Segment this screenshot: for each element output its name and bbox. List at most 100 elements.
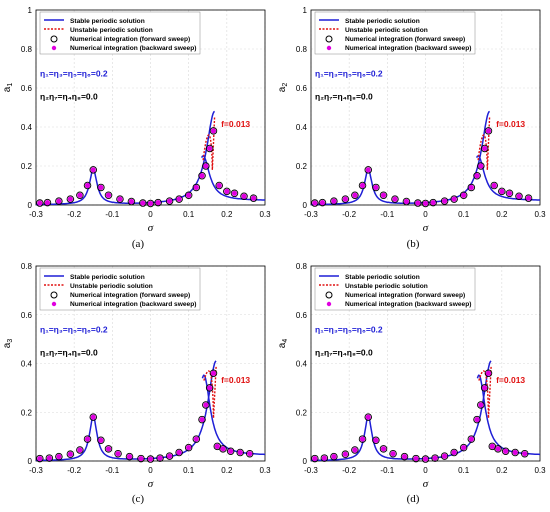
backward-sweep-point (474, 173, 480, 179)
legend-entry: Numerical integration (forward sweep) (70, 36, 190, 43)
forward-sweep-point (192, 183, 201, 192)
forward-sweep-point (146, 455, 155, 463)
backward-sweep-point (176, 196, 182, 202)
forward-sweep-point (97, 183, 105, 192)
x-tick-label: 0.1 (458, 466, 470, 475)
backward-sweep-point (220, 446, 226, 452)
y-tick-label: 0.4 (21, 360, 33, 369)
x-tick-label: -0.2 (67, 466, 81, 475)
backward-sweep-point (373, 437, 379, 443)
x-tick-label: -0.2 (67, 210, 81, 219)
backward-sweep-point (37, 200, 43, 206)
forward-sweep-point (83, 435, 92, 443)
force-annotation: f=0.013 (221, 375, 250, 385)
y-tick-label: 0 (303, 457, 308, 466)
x-axis-label: σ (148, 222, 154, 234)
forward-sweep-point (473, 171, 481, 180)
forward-sweep-point (198, 171, 206, 180)
backward-sweep-point (482, 385, 488, 391)
x-tick-label: 0.1 (183, 466, 195, 475)
legend-forward-swatch (50, 291, 58, 299)
legend-entry: Numerical integration (backward sweep) (345, 45, 471, 52)
backward-sweep-point (331, 454, 337, 460)
forward-sweep-point (139, 199, 147, 207)
forward-sweep-point (429, 198, 437, 207)
unstable-curve (477, 116, 491, 170)
legend-entry: Numerical integration (forward sweep) (345, 292, 465, 299)
forward-sweep-point (116, 195, 124, 203)
y-tick-label: 0 (28, 201, 33, 210)
legend-forward-swatch (325, 35, 333, 43)
legend-backward-swatch (51, 45, 57, 51)
forward-sweep-point (467, 435, 476, 443)
eta-blue-annotation: η₁=η₃=η₅=η₆=0.2 (315, 68, 383, 78)
y-axis-label: a2 (277, 83, 289, 93)
forward-sweep-point (83, 181, 92, 190)
backward-sweep-point (44, 200, 51, 206)
backward-sweep-point (516, 193, 522, 199)
legend-backward-swatch (326, 45, 332, 51)
backward-sweep-point (98, 184, 104, 191)
backward-sweep-point (359, 182, 366, 189)
y-tick-label: 0 (303, 201, 308, 210)
forward-sweep-point (209, 127, 218, 135)
y-tick-label: 0.2 (296, 408, 308, 417)
x-tick-label: 0 (423, 210, 428, 219)
backward-sweep-point (203, 163, 209, 169)
x-tick-label: -0.2 (342, 466, 356, 475)
forward-sweep-point (505, 189, 514, 198)
eta-black-annotation: η₂η₇=η₄η₈=0.0 (315, 92, 373, 102)
backward-sweep-point (203, 402, 209, 408)
legend-forward-swatch (50, 35, 58, 43)
forward-sweep-point (364, 413, 372, 421)
forward-sweep-point (226, 447, 235, 455)
backward-sweep-point (155, 200, 161, 206)
backward-sweep-point (525, 195, 532, 201)
backward-sweep-point (77, 447, 83, 453)
y-tick-label: 0.4 (296, 123, 308, 132)
eta-blue-annotation: η₁=η₃=η₅=η₆=0.2 (40, 324, 108, 334)
legend-entry: Stable periodic solution (70, 274, 145, 281)
legend-entry: Stable periodic solution (70, 18, 145, 25)
forward-sweep-point (459, 191, 468, 199)
backward-sweep-point (342, 196, 348, 202)
y-tick-label: 0.4 (296, 360, 308, 369)
backward-sweep-point (166, 453, 173, 459)
forward-sweep-point (205, 384, 214, 392)
forward-sweep-point (97, 436, 105, 445)
forward-sweep-point (156, 454, 164, 462)
y-tick-label: 0 (28, 457, 33, 466)
backward-sweep-point (359, 436, 366, 442)
backward-sweep-point (522, 451, 528, 457)
backward-sweep-point (392, 196, 398, 202)
backward-sweep-point (56, 198, 62, 204)
forward-sweep-point (165, 197, 174, 205)
backward-sweep-point (157, 455, 163, 461)
backward-sweep-point (138, 455, 144, 462)
forward-sweep-point (55, 197, 63, 205)
forward-sweep-point (440, 452, 449, 460)
forward-sweep-point (236, 448, 244, 457)
backward-sweep-point (401, 454, 408, 460)
forward-sweep-point (245, 449, 254, 458)
forward-sweep-point (341, 195, 350, 203)
legend: Stable periodic solution Unstable periodi… (39, 11, 201, 55)
legend-box (314, 267, 476, 311)
forward-sweep-point (223, 187, 231, 196)
forward-sweep-point (127, 197, 136, 206)
forward-sweep-point (421, 455, 430, 463)
backward-sweep-point (321, 455, 327, 461)
forward-sweep-point (219, 445, 227, 453)
eta-black-annotation: η₂η₇=η₄η₈=0.0 (40, 348, 98, 358)
x-tick-label: -0.1 (105, 466, 119, 475)
forward-sweep-point (114, 449, 122, 458)
legend-box (314, 11, 476, 55)
backward-sweep-point (250, 195, 257, 201)
x-tick-label: 0.3 (534, 210, 546, 219)
backward-sweep-point (491, 182, 497, 189)
backward-sweep-point (373, 184, 379, 191)
forward-sweep-point (494, 445, 502, 453)
forward-sweep-point (330, 452, 338, 461)
x-tick-label: 0.2 (496, 210, 508, 219)
backward-sweep-point (432, 455, 438, 461)
